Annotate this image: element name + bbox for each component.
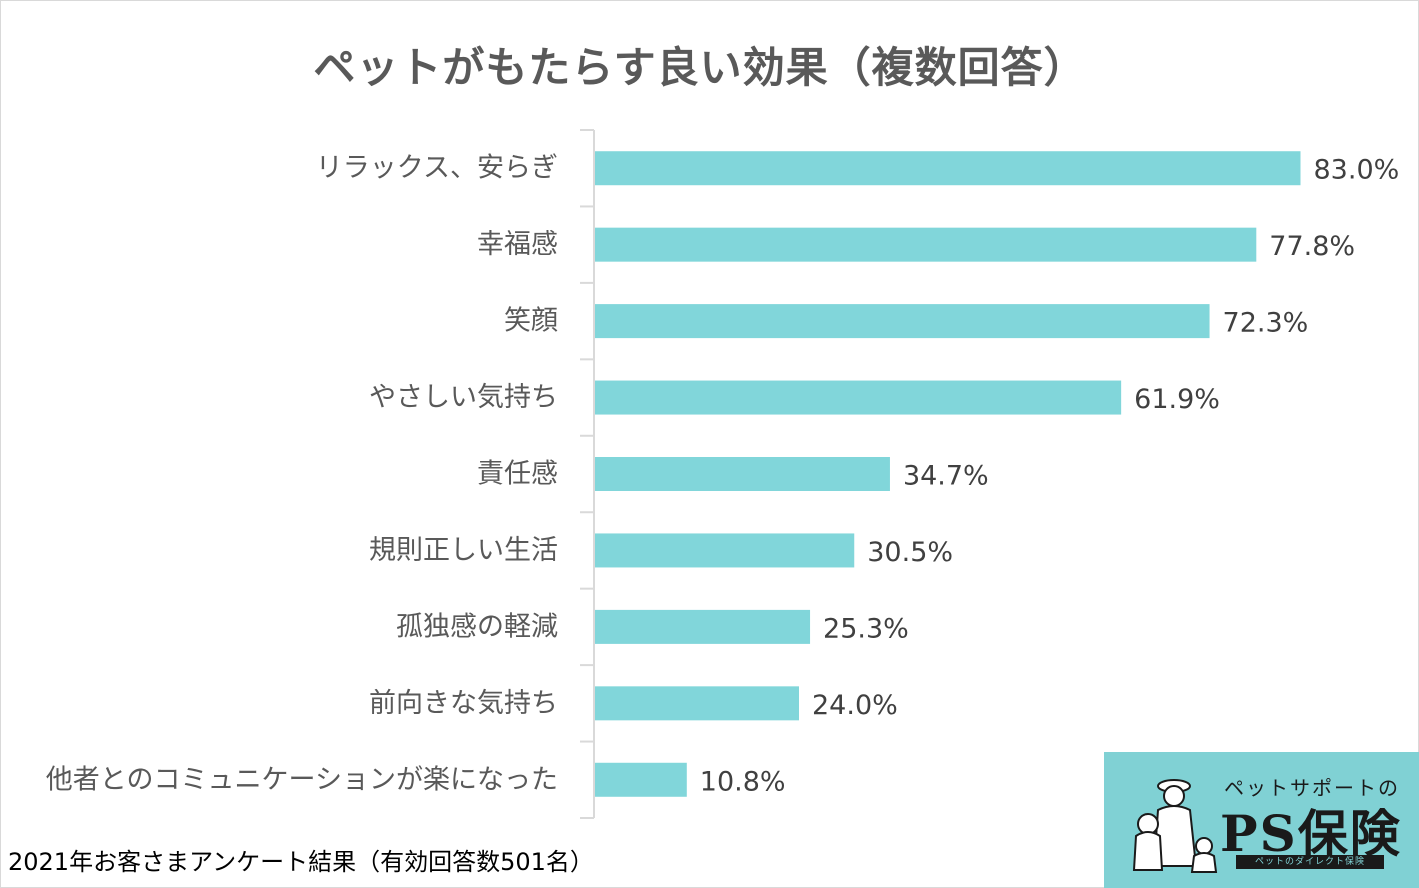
category-label: 笑顔 xyxy=(504,306,558,337)
category-label: 責任感 xyxy=(477,459,558,490)
value-label: 83.0% xyxy=(1314,155,1400,186)
logo-name: PS保険 xyxy=(1220,804,1402,863)
bar xyxy=(595,151,1301,186)
bar xyxy=(595,380,1122,415)
bar xyxy=(595,686,799,721)
value-label: 30.5% xyxy=(867,537,953,568)
pet-owner-icon xyxy=(1132,779,1218,873)
value-label: 25.3% xyxy=(823,613,909,644)
value-label: 77.8% xyxy=(1269,231,1355,262)
category-label: リラックス、安らぎ xyxy=(316,153,558,184)
bar xyxy=(595,304,1210,339)
logo-subtitle: ペットサポートの xyxy=(1224,776,1400,800)
ps-insurance-logo: ペットサポートの PS保険 ペットのダイレクト保険 xyxy=(1104,752,1419,888)
value-label: 24.0% xyxy=(812,690,898,721)
category-label: 規則正しい生活 xyxy=(369,535,558,566)
category-label: 孤独感の軽減 xyxy=(396,611,558,642)
value-label: 72.3% xyxy=(1223,308,1309,339)
bar xyxy=(595,762,687,797)
category-label: 他者とのコミュニケーションが楽になった xyxy=(46,764,558,795)
bar xyxy=(595,533,855,568)
value-label: 34.7% xyxy=(903,461,989,492)
category-label: やさしい気持ち xyxy=(369,382,558,413)
bar xyxy=(595,457,890,491)
category-label: 前向きな気持ち xyxy=(369,688,558,719)
value-label: 10.8% xyxy=(700,766,786,797)
chart-title: ペットがもたらす良い効果（複数回答） xyxy=(313,43,1087,92)
category-label: 幸福感 xyxy=(477,229,558,260)
value-label: 61.9% xyxy=(1134,384,1220,415)
bar xyxy=(595,609,811,644)
bar xyxy=(595,227,1257,262)
survey-footnote: 2021年お客さまアンケート結果（有効回答数501名） xyxy=(8,848,594,876)
logo-tagline: ペットのダイレクト保険 xyxy=(1236,855,1384,869)
